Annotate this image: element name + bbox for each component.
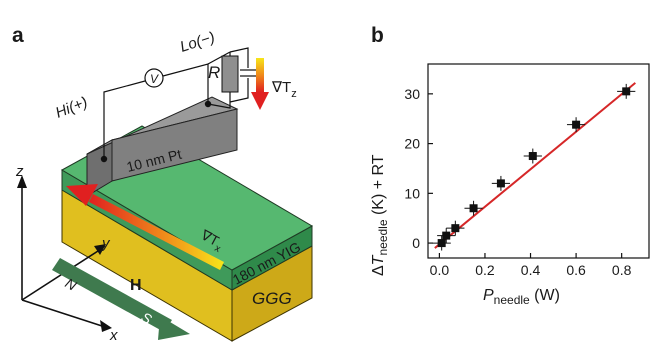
grad-tx-arrow: ∇Tx [66, 184, 224, 270]
data-point-4 [491, 175, 511, 191]
voltmeter: V [144, 68, 164, 88]
axis-ticks: 0.0 0.2 0.4 0.6 0.8 0 10 20 30 [404, 86, 631, 278]
y-tick-label-1: 10 [404, 185, 420, 201]
panel-a-label: a [12, 24, 24, 47]
y-axis-label: ΔTneedle (K) + RT [370, 154, 390, 276]
axis-z-label: z [15, 163, 24, 180]
ggg-label: GGG [252, 289, 292, 308]
north-label: N [63, 275, 81, 294]
field-h-label: H [130, 277, 142, 294]
coord-axes [17, 175, 112, 332]
point-marker [451, 224, 460, 233]
axis-x-label: x [109, 327, 118, 344]
data-point-5 [523, 148, 542, 164]
svg-text:R: R [208, 63, 220, 82]
panel-b: b 0.0 0.2 0.4 0.6 0.8 0 10 20 30 ΔTneedle (K) + … [370, 24, 650, 307]
hi-label: Hi(+) [53, 94, 90, 122]
point-marker [528, 152, 537, 161]
data-point-2 [446, 220, 465, 236]
data-point-6 [566, 117, 586, 133]
pt-strip: 10 nm Pt [86, 96, 239, 197]
point-marker [622, 87, 631, 96]
x-tick-label-3: 0.6 [566, 262, 586, 278]
y-tick-label-0: 0 [412, 235, 420, 251]
data-point-1 [437, 228, 456, 244]
panel-b-label: b [371, 24, 384, 47]
resistor: R [208, 55, 239, 93]
panel-a: a 10 nm Pt [12, 24, 314, 344]
lo-label: Lo(−) [178, 29, 217, 56]
grad-tz-label: ∇Tz [271, 79, 297, 100]
data-point-7 [617, 83, 636, 99]
x-tick-label-1: 0.2 [475, 262, 495, 278]
data-point-3 [464, 200, 483, 216]
axis-y-label: y [101, 235, 111, 252]
point-marker [442, 231, 451, 240]
y-tick-label-3: 30 [404, 86, 420, 102]
x-tick-label-2: 0.4 [521, 262, 541, 278]
grad-tz-arrow: ∇Tz [251, 58, 297, 110]
data-marks [432, 82, 636, 251]
x-axis-label: Pneedle (W) [483, 287, 560, 307]
x-tick-label-4: 0.8 [612, 262, 632, 278]
y-tick-label-2: 20 [404, 136, 420, 152]
point-marker [572, 120, 581, 129]
svg-text:V: V [150, 72, 159, 86]
point-marker [437, 239, 446, 248]
data-point-0 [432, 235, 451, 251]
plot-frame [427, 63, 650, 259]
magnet-arrow: N S [52, 258, 190, 340]
x-tick-label-0: 0.0 [430, 262, 450, 278]
fit-line [434, 82, 636, 249]
point-marker [496, 179, 505, 188]
point-marker [469, 204, 478, 213]
